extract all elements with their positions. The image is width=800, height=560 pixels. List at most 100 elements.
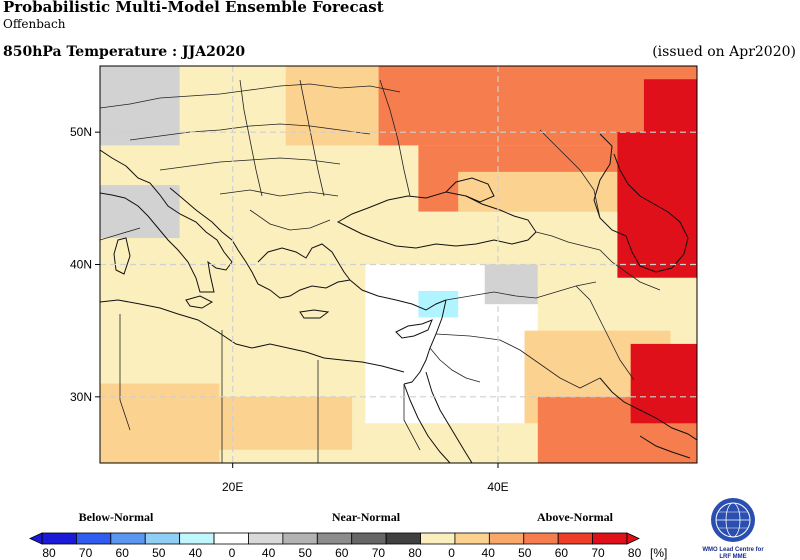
coastline-red-sea-east [425, 371, 473, 463]
legend-swatch [110, 532, 146, 545]
lon-tick-label: 40E [487, 480, 508, 494]
legend-label: 60 [555, 546, 569, 560]
legend-unit: [%] [650, 546, 667, 560]
legend-label: 60 [116, 546, 130, 560]
lat-tick-label: 50N [70, 125, 92, 139]
logo-line2: LRF MME [719, 554, 746, 560]
legend-swatch [144, 532, 181, 545]
legend-label: 70 [591, 546, 605, 560]
border-segment [100, 227, 141, 241]
border-segment [239, 79, 263, 197]
legend-label: 50 [518, 546, 532, 560]
legend-label: 70 [372, 546, 386, 560]
lon-tick-label: 20E [222, 480, 243, 494]
probability-cell [670, 357, 697, 397]
legend-swatch [316, 532, 353, 545]
coastlines [100, 133, 697, 463]
legend-label: 60 [335, 546, 349, 560]
legend-left-arrow [29, 532, 43, 545]
border-segment [575, 285, 635, 381]
border-segment [435, 333, 601, 389]
coastline-turkey-south [349, 279, 447, 311]
legend-swatch [351, 532, 387, 545]
legend-label: 0 [448, 546, 455, 560]
probability-cell [643, 79, 697, 252]
coastline-caspian [593, 133, 689, 273]
legend-category: Near-Normal [332, 510, 401, 524]
border-segment [379, 79, 411, 197]
legend-swatch [41, 532, 77, 545]
axis-ticks: 50N 40N 30N 20E 40E [70, 125, 509, 494]
coastline-persian-gulf [599, 377, 697, 441]
probability-cell [285, 66, 392, 146]
legend-label: 50 [152, 546, 166, 560]
coastline-cyprus [395, 319, 433, 339]
graticule [100, 66, 697, 463]
legend-swatch [213, 532, 249, 545]
border-segment [403, 384, 421, 451]
map-subtitle: Offenbach [3, 17, 66, 31]
coastline-italy [100, 149, 233, 293]
logo-line1: WMO Lead Centre for [702, 547, 764, 553]
lat-tick-label: 30N [70, 390, 92, 404]
border-segment [599, 249, 661, 291]
coastline-adriatic [169, 187, 351, 299]
probability-cell [458, 171, 618, 212]
border-segment [535, 231, 601, 251]
coastline-crete [299, 309, 330, 319]
legend-swatch [248, 532, 284, 545]
coastline-north-africa [100, 299, 405, 373]
border-segment [129, 123, 371, 141]
variable-title: 850hPa Temperature : JJA2020 [3, 44, 246, 60]
legend-right-arrow [626, 532, 640, 545]
issued-date: (issued on Apr2020) [652, 44, 796, 60]
legend-label: 0 [229, 546, 236, 560]
map-area [100, 66, 697, 463]
legend-swatch [454, 532, 490, 545]
probability-cell [100, 66, 180, 146]
border-segment [445, 281, 597, 301]
legend-label: 80 [42, 546, 56, 560]
legend-swatch [385, 532, 421, 545]
coastline-sardinia [113, 237, 131, 275]
legend-swatch [523, 532, 559, 545]
coastline-sicily [185, 295, 214, 309]
legend-swatch [557, 532, 593, 545]
legend-label: 80 [628, 546, 642, 560]
legend: 80 70 60 50 40 0 40 50 60 70 80 0 40 50 60 70 80 [%] Below… [29, 510, 667, 560]
wmo-logo [711, 498, 755, 542]
border-segment [299, 79, 325, 197]
coastline-levant [403, 299, 447, 385]
legend-swatch [420, 532, 456, 545]
legend-label: 40 [262, 546, 276, 560]
legend-swatch [179, 532, 215, 545]
legend-swatch [76, 532, 112, 545]
coastline-azov [445, 177, 495, 203]
legend-label: 50 [299, 546, 313, 560]
legend-category: Below-Normal [79, 510, 154, 524]
border-segment [119, 314, 131, 431]
border-segment [100, 83, 401, 109]
probability-cell [100, 185, 180, 239]
lat-tick-label: 40N [70, 258, 92, 272]
probability-cells [100, 66, 697, 463]
probability-cell [484, 264, 538, 305]
border-segment [429, 347, 481, 383]
map-title: Probabilistic Multi-Model Ensemble Forec… [3, 0, 384, 16]
probability-cell [418, 290, 459, 318]
legend-category: Above-Normal [537, 510, 614, 524]
legend-label: 80 [408, 546, 422, 560]
legend-label: 40 [189, 546, 203, 560]
border-segment [249, 209, 331, 231]
border-segment [539, 129, 601, 219]
coastline-gulf-south [639, 435, 691, 459]
border-segment [219, 189, 339, 197]
legend-label: 40 [482, 546, 496, 560]
legend-swatch [592, 532, 628, 545]
legend-swatch [488, 532, 525, 545]
legend-swatch [282, 532, 318, 545]
coastline-red-sea [403, 383, 451, 463]
legend-label: 70 [79, 546, 93, 560]
probability-cell [219, 396, 353, 450]
